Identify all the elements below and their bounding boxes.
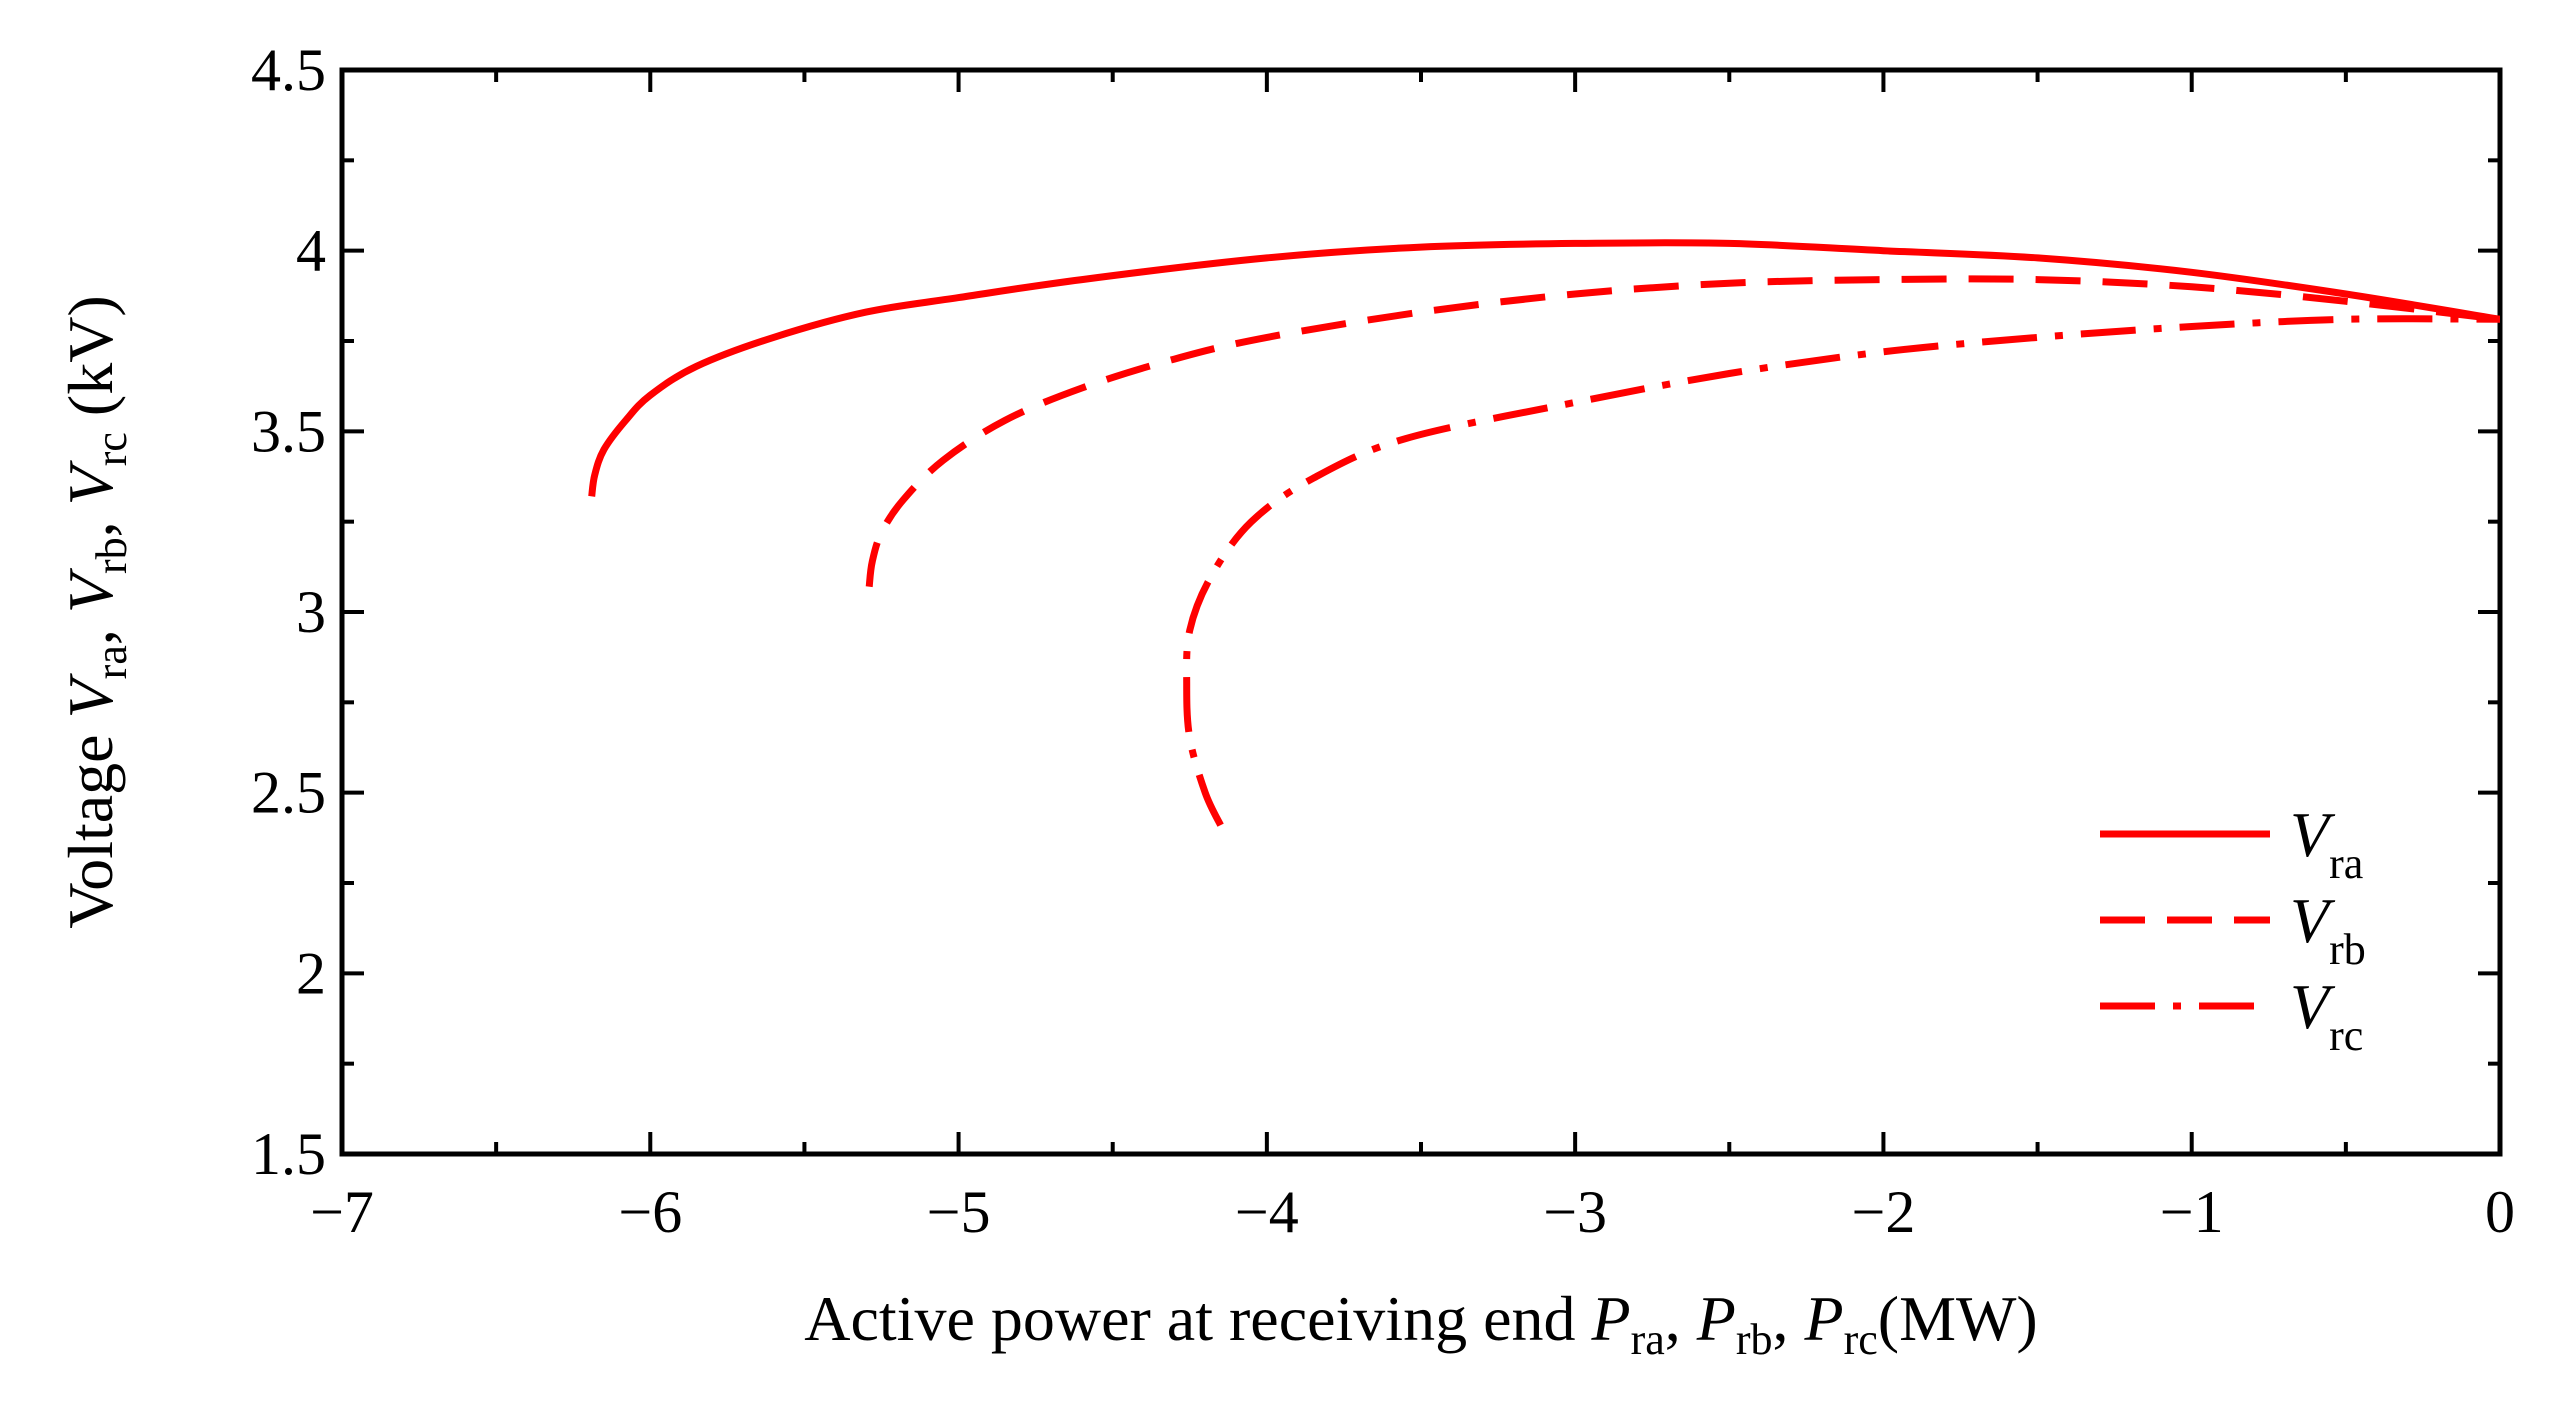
axis-tick-labels: −7 −6 −5 −4 −3 −2 −1 0 1.5 2 2.5 3 3.5 4 4.5 — [251, 37, 2515, 1245]
legend-label-v-ra: Vra — [2290, 799, 2363, 888]
series-group — [588, 239, 2500, 827]
y-axis-label: Voltage Vra, Vrb, Vrc (kV) — [55, 295, 136, 929]
y-tick-label: 2 — [296, 940, 326, 1006]
y-tick-label: 4 — [296, 218, 326, 284]
y-tick-label: 3.5 — [251, 398, 326, 464]
x-tick-label: −2 — [1852, 1179, 1916, 1245]
legend: Vra Vrb Vrc — [2100, 799, 2366, 1060]
plot-frame — [339, 67, 2503, 1157]
series-line-v-rc — [1183, 315, 2500, 827]
axis-ticks — [340, 68, 2502, 1156]
x-tick-label: −1 — [2160, 1179, 2224, 1245]
x-tick-label: −6 — [618, 1179, 682, 1245]
y-tick-label: 4.5 — [251, 37, 326, 103]
y-tick-label: 3 — [296, 579, 326, 645]
legend-label-v-rc: Vrc — [2290, 971, 2363, 1060]
series-line-v-ra — [588, 239, 2500, 497]
y-tick-label: 2.5 — [251, 760, 326, 826]
legend-label-v-rb: Vrb — [2290, 885, 2366, 974]
x-tick-label: 0 — [2485, 1179, 2515, 1245]
y-tick-label: 1.5 — [251, 1121, 326, 1187]
x-tick-label: −5 — [927, 1179, 991, 1245]
x-tick-label: −7 — [310, 1179, 374, 1245]
x-tick-label: −4 — [1235, 1179, 1299, 1245]
x-axis-label: Active power at receiving end Pra, Prb, … — [804, 1283, 2037, 1364]
x-tick-label: −3 — [1543, 1179, 1607, 1245]
